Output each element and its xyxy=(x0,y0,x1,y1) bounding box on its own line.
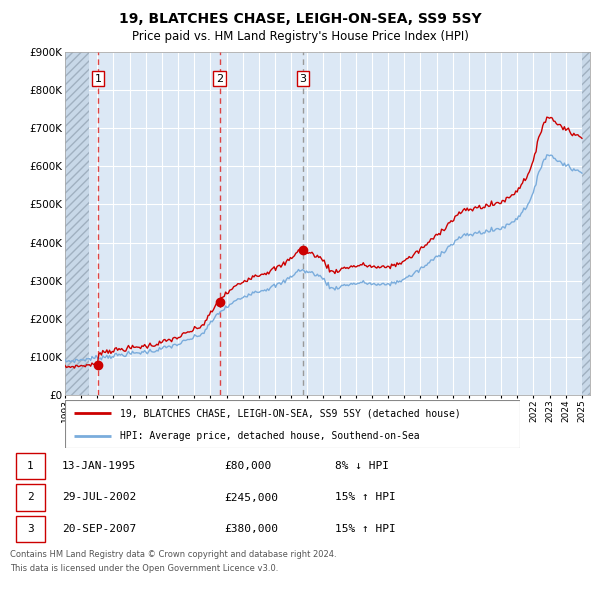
Text: HPI: Average price, detached house, Southend-on-Sea: HPI: Average price, detached house, Sout… xyxy=(119,431,419,441)
Text: 20-SEP-2007: 20-SEP-2007 xyxy=(62,524,136,534)
Text: £380,000: £380,000 xyxy=(224,524,278,534)
Text: 1: 1 xyxy=(27,461,34,471)
Text: 13-JAN-1995: 13-JAN-1995 xyxy=(62,461,136,471)
Text: This data is licensed under the Open Government Licence v3.0.: This data is licensed under the Open Gov… xyxy=(10,564,278,573)
Text: 19, BLATCHES CHASE, LEIGH-ON-SEA, SS9 5SY (detached house): 19, BLATCHES CHASE, LEIGH-ON-SEA, SS9 5S… xyxy=(119,408,460,418)
Text: 2: 2 xyxy=(216,74,223,84)
Text: 3: 3 xyxy=(299,74,306,84)
Text: Price paid vs. HM Land Registry's House Price Index (HPI): Price paid vs. HM Land Registry's House … xyxy=(131,30,469,43)
Text: 15% ↑ HPI: 15% ↑ HPI xyxy=(335,493,395,503)
Text: 19, BLATCHES CHASE, LEIGH-ON-SEA, SS9 5SY: 19, BLATCHES CHASE, LEIGH-ON-SEA, SS9 5S… xyxy=(119,12,481,26)
Bar xyxy=(65,52,89,395)
Text: 29-JUL-2002: 29-JUL-2002 xyxy=(62,493,136,503)
Bar xyxy=(16,453,45,480)
Text: 8% ↓ HPI: 8% ↓ HPI xyxy=(335,461,389,471)
Text: 2: 2 xyxy=(27,493,34,503)
Text: 3: 3 xyxy=(27,524,34,534)
Text: Contains HM Land Registry data © Crown copyright and database right 2024.: Contains HM Land Registry data © Crown c… xyxy=(10,550,337,559)
Text: £245,000: £245,000 xyxy=(224,493,278,503)
Text: 15% ↑ HPI: 15% ↑ HPI xyxy=(335,524,395,534)
Bar xyxy=(16,516,45,542)
Text: 1: 1 xyxy=(94,74,101,84)
Bar xyxy=(582,52,590,395)
Text: £80,000: £80,000 xyxy=(224,461,272,471)
Bar xyxy=(16,484,45,511)
